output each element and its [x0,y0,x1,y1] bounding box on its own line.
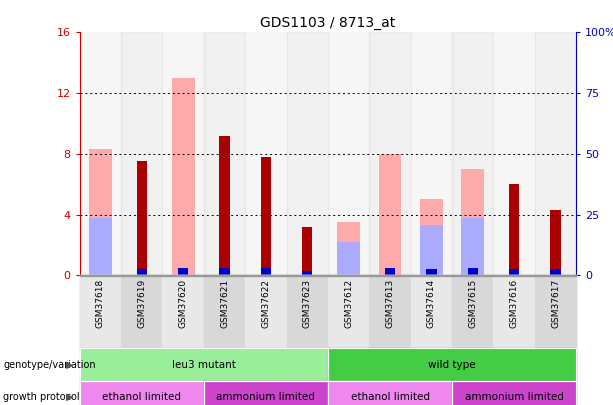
Bar [162,32,204,275]
Text: GSM37620: GSM37620 [178,279,188,328]
Bar [219,136,230,275]
Bar [302,271,313,275]
Text: GSM37612: GSM37612 [344,279,353,328]
Bar [328,32,369,275]
Text: growth protocol: growth protocol [3,392,80,402]
Text: GSM37616: GSM37616 [509,279,519,328]
Bar [302,227,313,275]
Bar [550,210,561,275]
Bar [89,149,112,275]
Text: ▶: ▶ [66,392,74,402]
Bar [509,269,519,275]
Bar [137,269,147,275]
Bar [426,269,436,275]
Text: GSM37623: GSM37623 [303,279,312,328]
Text: GSM37614: GSM37614 [427,279,436,328]
Text: leu3 mutant: leu3 mutant [172,360,236,369]
Title: GDS1103 / 8713_at: GDS1103 / 8713_at [261,16,395,30]
Text: ▶: ▶ [66,360,74,369]
Bar [89,218,112,275]
Bar [420,199,443,275]
Bar [261,268,271,275]
Bar [337,242,360,275]
Bar [337,222,360,275]
Text: GSM37619: GSM37619 [137,279,147,328]
Bar [245,32,286,275]
Bar [204,32,245,275]
Text: ethanol limited: ethanol limited [102,392,181,402]
Bar [379,154,402,275]
Text: wild type: wild type [428,360,476,369]
Text: GSM37622: GSM37622 [261,279,270,328]
Bar [137,162,147,275]
Text: genotype/variation: genotype/variation [3,360,96,369]
Bar [411,32,452,275]
Bar [172,78,194,275]
Bar [420,225,443,275]
Bar [468,268,478,275]
Text: GSM37618: GSM37618 [96,279,105,328]
Bar [287,32,328,275]
Text: GSM37621: GSM37621 [220,279,229,328]
Text: GSM37615: GSM37615 [468,279,478,328]
Text: ethanol limited: ethanol limited [351,392,430,402]
Text: ammonium limited: ammonium limited [465,392,563,402]
Bar [535,32,576,275]
Bar [385,268,395,275]
Bar [369,32,411,275]
Bar [462,169,484,275]
Bar [219,268,230,275]
Bar [509,184,519,275]
Bar [80,32,121,275]
Bar [261,157,271,275]
Text: GSM37613: GSM37613 [386,279,395,328]
Bar [178,268,188,275]
Bar [121,32,162,275]
Text: ammonium limited: ammonium limited [216,392,315,402]
Bar [462,218,484,275]
Bar [452,32,493,275]
Bar [493,32,535,275]
Text: GSM37617: GSM37617 [551,279,560,328]
Bar [550,269,561,275]
